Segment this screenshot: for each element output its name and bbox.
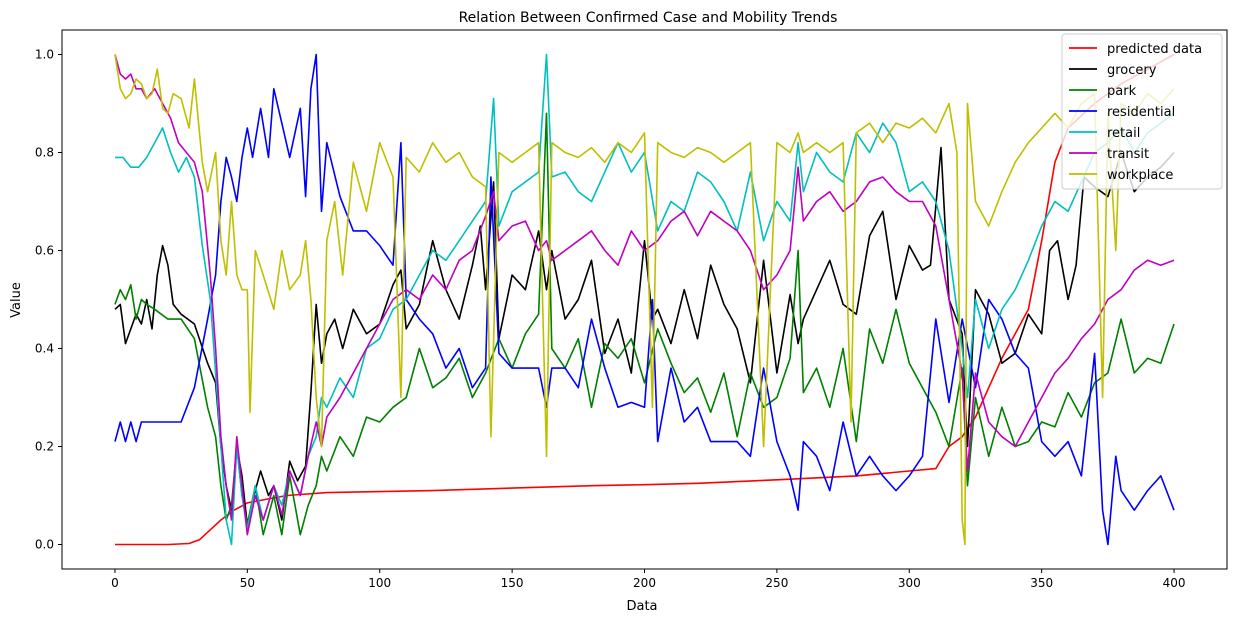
series-line-park (114, 112, 1175, 536)
x-tick-label: 350 (1030, 576, 1053, 590)
legend-label: workplace (1107, 168, 1173, 183)
x-tick-label: 150 (501, 576, 524, 590)
legend-label: residential (1107, 105, 1175, 120)
x-tick-label: 250 (765, 576, 788, 590)
series-line-residential (114, 53, 1175, 546)
series-line-transit (114, 54, 1175, 536)
y-tick-label: 0.4 (35, 342, 54, 356)
x-tick-label: 0 (111, 576, 119, 590)
x-tick-label: 400 (1163, 576, 1186, 590)
y-axis-label: Value (9, 282, 24, 318)
legend-label: park (1107, 84, 1137, 99)
series-line-grocery (114, 146, 1175, 526)
plot-frame (61, 29, 1228, 570)
legend-label: predicted data (1107, 42, 1202, 57)
x-tick-label: 200 (633, 576, 656, 590)
x-axis: 0 50 100 150 200 250 300 350 400 (111, 569, 1185, 590)
series-line-predicted-data (115, 53, 1175, 546)
x-axis-label: Data (626, 599, 657, 614)
series-line-workplace (114, 54, 1175, 546)
x-tick-label: 300 (898, 576, 921, 590)
y-tick-label: 0.6 (35, 244, 54, 258)
y-tick-label: 0.2 (35, 440, 54, 454)
series-line-retail (115, 53, 1175, 546)
y-tick-label: 0.8 (35, 146, 54, 160)
y-tick-label: 0.0 (35, 538, 54, 552)
legend-label: transit (1107, 147, 1149, 162)
series-layer (114, 53, 1175, 546)
legend-label: retail (1107, 126, 1140, 141)
y-axis: 0.0 0.2 0.4 0.6 0.8 1.0 (35, 48, 62, 552)
chart-title: Relation Between Confirmed Case and Mobi… (459, 10, 838, 26)
y-tick-label: 1.0 (35, 48, 54, 62)
x-tick-label: 100 (368, 576, 391, 590)
legend-box (1061, 33, 1223, 190)
legend: predicted data grocery park residential reta… (1061, 33, 1223, 190)
x-tick-label: 50 (240, 576, 255, 590)
legend-label: grocery (1107, 63, 1157, 78)
